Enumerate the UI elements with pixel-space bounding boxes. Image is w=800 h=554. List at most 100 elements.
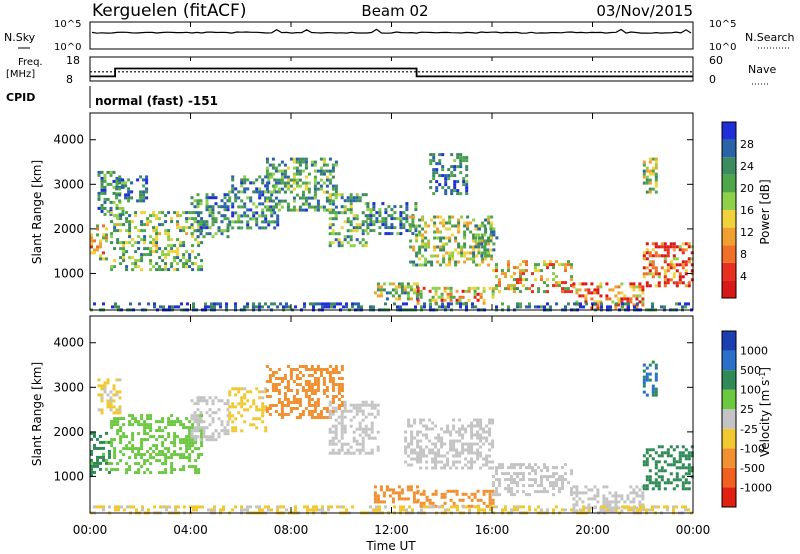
echo-cell (134, 211, 138, 215)
echo-cell (125, 265, 129, 269)
echo-cell (93, 446, 96, 450)
echo-cell (642, 363, 646, 367)
echo-cell (467, 504, 471, 508)
echo-cell (651, 248, 655, 252)
echo-cell (194, 217, 198, 221)
echo-cell (185, 262, 189, 266)
echo-cell (405, 214, 409, 218)
echo-cell (425, 498, 429, 502)
echo-cell (454, 236, 458, 240)
echo-cell (663, 460, 667, 464)
echo-cell (507, 466, 510, 470)
echo-cell (271, 163, 275, 167)
echo-cell (158, 265, 162, 269)
echo-cell (331, 442, 335, 446)
echo-cell (146, 217, 150, 221)
echo-cell (112, 200, 116, 204)
echo-cell (286, 181, 290, 185)
echo-cell (474, 236, 478, 240)
echo-cell (231, 205, 235, 209)
echo-cell (375, 217, 379, 221)
echo-cell (152, 265, 156, 269)
echo-cell (265, 407, 269, 410)
echo-cell (513, 284, 516, 288)
echo-cell (540, 478, 543, 482)
echo-cell (97, 173, 101, 177)
echo-cell (379, 488, 383, 492)
echo-cell (373, 500, 377, 504)
echo-cell (304, 157, 308, 161)
echo-cell (445, 242, 449, 246)
echo-cell (304, 166, 308, 170)
echo-cell (307, 380, 311, 383)
echo-cell (654, 481, 658, 485)
echo-cell (214, 232, 218, 236)
echo-cell (137, 468, 141, 472)
echo-cell (90, 437, 93, 441)
echo-cell (584, 491, 588, 495)
echo-cell (561, 487, 564, 491)
echo-cell (182, 262, 186, 266)
echo-cell (334, 368, 338, 371)
echo-cell (651, 505, 654, 509)
echo-cell (481, 260, 485, 264)
echo-cell (440, 436, 444, 440)
echo-cell (289, 368, 293, 371)
echo-cell (578, 288, 582, 292)
echo-cell (690, 263, 694, 267)
echo-cell (196, 399, 200, 403)
echo-cell (384, 211, 388, 215)
echo-cell (188, 432, 192, 436)
echo-cell (435, 171, 439, 175)
echo-cell (355, 442, 359, 446)
echo-cell (611, 506, 615, 510)
echo-cell (461, 448, 465, 452)
echo-cell (316, 199, 320, 203)
echo-cell (546, 263, 549, 267)
echo-cell (295, 377, 299, 380)
echo-cell (435, 168, 439, 172)
echo-cell (331, 451, 335, 455)
echo-cell (211, 420, 215, 424)
echo-cell (193, 420, 197, 424)
echo-cell (470, 457, 474, 461)
echo-cell (177, 305, 180, 309)
echo-cell (346, 196, 350, 200)
echo-cell (264, 429, 268, 433)
echo-cell (283, 169, 287, 173)
echo-cell (122, 417, 126, 421)
echo-cell (119, 459, 123, 463)
echo-cell (106, 182, 110, 186)
echo-cell (570, 487, 573, 491)
echo-cell (190, 432, 194, 436)
echo-cell (155, 438, 159, 442)
echo-cell (457, 242, 461, 246)
echo-cell (477, 227, 481, 231)
echo-cell (301, 196, 305, 200)
echo-cell (143, 223, 147, 227)
echo-cell (531, 466, 534, 470)
echo-cell (453, 159, 457, 163)
echo-cell (608, 506, 612, 510)
echo-cell (414, 208, 418, 212)
echo-cell (614, 500, 618, 504)
echo-cell (99, 434, 102, 438)
echo-cell (295, 169, 299, 173)
echo-cell (337, 232, 341, 236)
echo-cell (108, 440, 111, 444)
echo-cell (322, 383, 326, 386)
echo-cell (349, 403, 353, 407)
echo-cell (217, 211, 221, 215)
echo-cell (528, 478, 531, 482)
echo-cell (337, 238, 341, 242)
echo-cell (274, 202, 278, 206)
echo-cell (277, 383, 281, 386)
echo-cell (364, 241, 368, 245)
echo-cell (641, 497, 645, 501)
echo-cell (570, 266, 573, 270)
echo-cell (270, 211, 274, 215)
echo-cell (200, 435, 204, 439)
echo-cell (513, 472, 516, 476)
echo-cell (681, 260, 685, 264)
echo-cell (131, 414, 135, 418)
